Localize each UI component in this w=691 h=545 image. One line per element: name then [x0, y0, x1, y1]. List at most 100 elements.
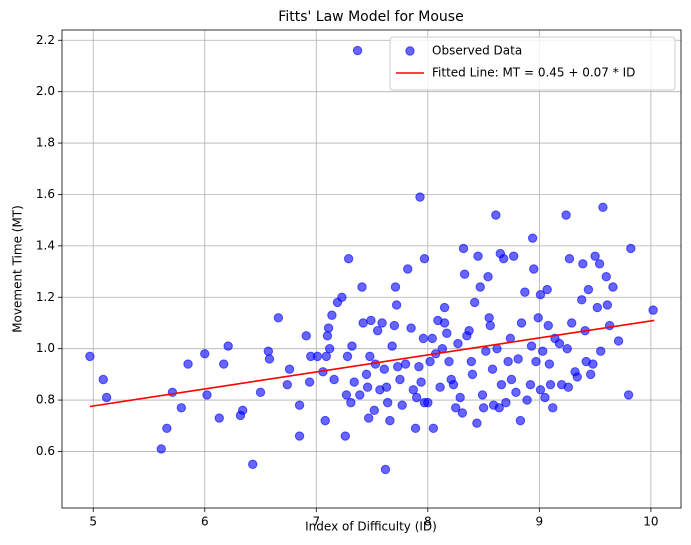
data-point: [408, 385, 419, 395]
data-point: [176, 403, 187, 413]
data-point: [381, 382, 392, 392]
data-point: [577, 295, 587, 305]
data-point: [323, 323, 334, 333]
data-point: [294, 431, 305, 441]
y-tick-label: 0.8: [36, 393, 55, 407]
data-point: [428, 423, 439, 434]
data-point: [543, 320, 553, 331]
data-point: [162, 423, 172, 434]
data-point: [427, 333, 437, 344]
data-point: [372, 325, 383, 336]
data-point: [509, 251, 519, 261]
y-tick-label: 2.2: [36, 33, 55, 47]
fitted-line: [89, 319, 655, 408]
data-point: [494, 403, 504, 413]
data-point: [439, 302, 450, 313]
data-point: [469, 297, 480, 308]
data-point: [395, 374, 405, 385]
data-point: [475, 282, 485, 292]
data-point: [200, 349, 210, 359]
data-point: [538, 346, 548, 356]
data-point: [442, 328, 452, 338]
data-point: [595, 346, 606, 356]
data-point: [492, 343, 502, 354]
x-axis-label: Index of Difficulty (ID): [305, 520, 437, 534]
data-point: [503, 356, 513, 367]
data-point: [435, 382, 445, 392]
data-point: [304, 377, 315, 387]
data-point: [444, 356, 454, 367]
data-point: [355, 390, 365, 400]
data-point: [485, 320, 495, 331]
data-point: [382, 397, 393, 408]
data-point: [554, 338, 565, 349]
data-point: [613, 336, 624, 346]
x-tick-label: 6: [201, 515, 209, 529]
data-point: [484, 313, 494, 323]
x-tick-label: 7: [312, 515, 320, 529]
data-point: [273, 313, 284, 323]
data-point: [364, 413, 374, 423]
data-point: [411, 392, 422, 403]
data-point: [167, 387, 178, 398]
data-point: [540, 392, 550, 403]
data-point: [626, 243, 636, 254]
data-point: [585, 369, 596, 380]
data-point: [342, 351, 353, 362]
data-point: [369, 405, 379, 416]
data-point: [515, 415, 526, 426]
data-point: [340, 431, 350, 441]
data-point: [496, 379, 507, 390]
data-point: [416, 377, 426, 387]
data-point: [527, 233, 538, 243]
data-point: [467, 369, 478, 380]
data-point: [415, 192, 425, 202]
data-point: [578, 259, 588, 269]
data-point: [498, 254, 509, 264]
data-point: [478, 403, 489, 413]
legend-box: [389, 36, 676, 91]
data-point: [545, 379, 556, 390]
y-tick-label: 2.0: [36, 84, 55, 98]
y-tick-label: 0.6: [36, 444, 55, 458]
data-point: [393, 361, 403, 372]
data-point: [451, 403, 461, 413]
data-point: [594, 259, 605, 269]
data-point: [455, 392, 465, 403]
data-point: [491, 210, 501, 220]
data-point: [608, 282, 618, 292]
y-tick-label: 1.2: [36, 290, 55, 304]
data-point: [341, 390, 352, 400]
data-point: [548, 403, 558, 413]
data-point: [542, 284, 552, 295]
data-point: [564, 254, 575, 264]
data-point: [562, 343, 572, 354]
data-point: [362, 382, 373, 392]
data-point: [525, 379, 536, 390]
x-tick-label: 9: [536, 515, 544, 529]
x-tick-label: 8: [424, 515, 432, 529]
x-tick-label: 10: [643, 515, 658, 529]
data-point: [403, 264, 413, 274]
data-point: [327, 310, 337, 320]
data-point: [264, 354, 275, 364]
data-point: [590, 251, 600, 261]
data-point: [458, 243, 469, 254]
data-point: [284, 364, 295, 374]
data-point: [566, 318, 577, 328]
data-point: [183, 359, 193, 369]
y-tick-label: 1.6: [36, 187, 55, 201]
data-point: [312, 351, 323, 362]
data-point: [473, 251, 483, 261]
data-point: [604, 320, 615, 331]
data-point: [425, 356, 435, 367]
data-point: [347, 341, 357, 351]
data-point: [531, 356, 541, 367]
data-point: [598, 202, 608, 213]
data-point: [219, 359, 229, 369]
data-point: [601, 272, 611, 282]
data-point: [466, 356, 477, 367]
data-point: [535, 385, 546, 395]
data-point: [648, 305, 658, 315]
